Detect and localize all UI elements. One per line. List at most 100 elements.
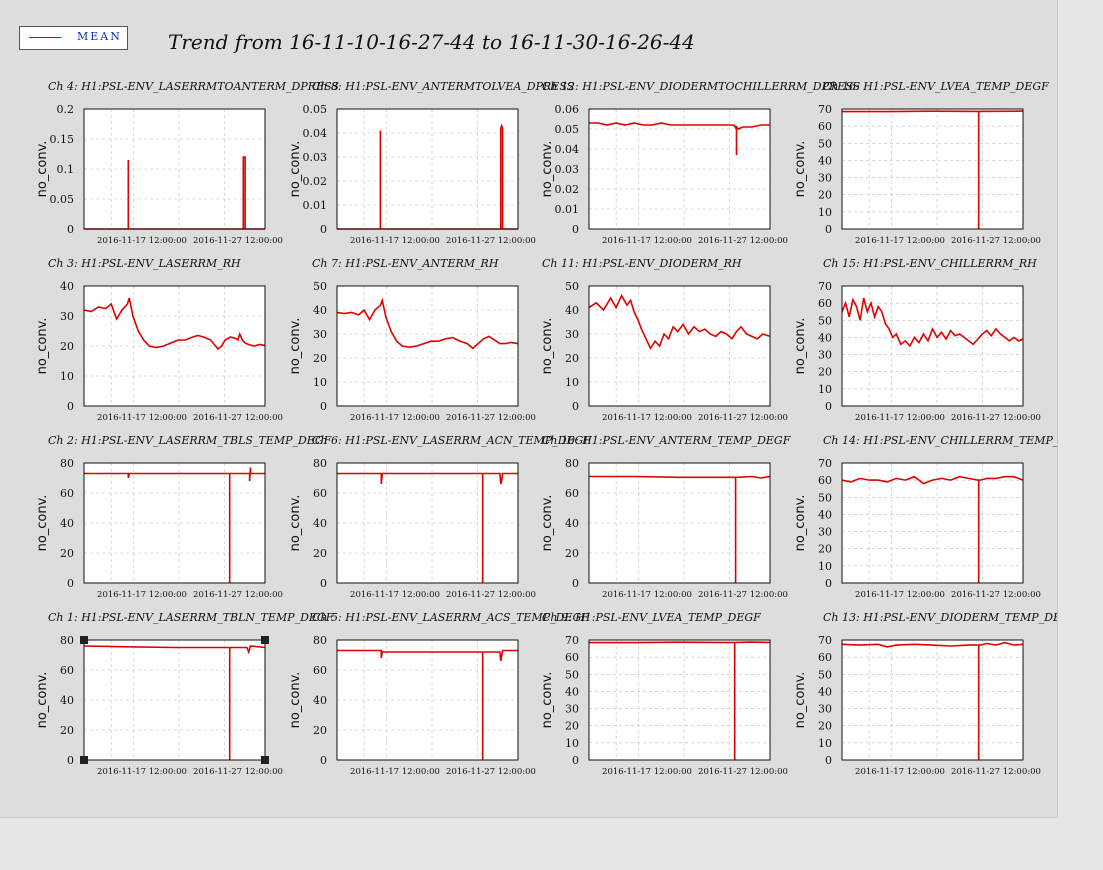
chart-panel: Ch 9: H1:PSL-ENV_LVEA_TEMP_DEGF 0 10 20 30 40… <box>540 611 788 777</box>
y-tick-label: 20 <box>818 189 832 202</box>
x-tick-label: 2016-11-27 12:00:00 <box>193 413 283 423</box>
y-tick-label: 80 <box>60 634 74 647</box>
y-tick-label: 40 <box>313 517 327 530</box>
y-tick-label: 20 <box>313 547 327 560</box>
y-tick-label: 0 <box>67 754 74 767</box>
y-tick-label: 20 <box>60 547 74 560</box>
series-line <box>589 475 771 583</box>
x-tick-label: 2016-11-27 12:00:00 <box>193 236 283 246</box>
y-tick-label: 0 <box>67 400 74 413</box>
plot-border <box>841 285 1024 407</box>
y-tick-label: 40 <box>60 517 74 530</box>
plot-border <box>841 639 1024 761</box>
y-tick-label: 20 <box>60 724 74 737</box>
selection-handle[interactable] <box>80 756 88 764</box>
x-tick-label: 2016-11-17 12:00:00 <box>350 767 440 777</box>
y-tick-label: 30 <box>818 703 832 716</box>
chart-title: Ch 10: H1:PSL-ENV_ANTERM_TEMP_DEGF <box>542 434 791 447</box>
y-tick-label: 20 <box>313 724 327 737</box>
x-tick-label: 2016-11-17 12:00:00 <box>97 413 187 423</box>
y-tick-label: 0 <box>67 577 74 590</box>
chart-title: Ch 1: H1:PSL-ENV_LASERRM_TBLN_TEMP_DEGF <box>48 611 334 624</box>
y-axis-label: no_conv. <box>540 318 555 375</box>
y-axis-label: no_conv. <box>35 141 50 198</box>
y-tick-label: 0 <box>825 223 832 236</box>
charts-grid: Ch 4: H1:PSL-ENV_LASERRMTOANTERM_DPRESS 0… <box>35 80 1057 777</box>
y-tick-label: 80 <box>60 457 74 470</box>
plot-area <box>842 109 1023 229</box>
y-tick-label: 20 <box>313 352 327 365</box>
chart-panel: Ch 12: H1:PSL-ENV_DIODERMTOCHILLERRM_DPR… <box>540 80 861 246</box>
y-tick-label: 0.05 <box>555 123 580 136</box>
plot-area <box>842 463 1023 583</box>
y-tick-label: 40 <box>313 304 327 317</box>
y-tick-label: 80 <box>313 457 327 470</box>
y-tick-label: 0.03 <box>555 163 580 176</box>
y-axis-label: no_conv. <box>288 141 303 198</box>
y-tick-label: 10 <box>60 370 74 383</box>
y-tick-label: 20 <box>60 340 74 353</box>
plot-border <box>83 639 266 761</box>
y-tick-label: 20 <box>818 543 832 556</box>
series-line <box>842 110 1024 229</box>
plot-border <box>588 462 771 584</box>
chart-title: Ch 8: H1:PSL-ENV_ANTERMTOLVEA_DPRESS <box>312 80 575 93</box>
y-tick-label: 0.02 <box>303 175 328 188</box>
x-tick-label: 2016-11-27 12:00:00 <box>951 590 1041 600</box>
y-axis-label: no_conv. <box>793 495 808 552</box>
y-axis-label: no_conv. <box>288 672 303 729</box>
chart-panel: Ch 4: H1:PSL-ENV_LASERRMTOANTERM_DPRESS 0… <box>35 80 339 246</box>
selection-handle[interactable] <box>80 636 88 644</box>
series-line <box>841 641 1024 760</box>
y-tick-label: 50 <box>818 137 832 150</box>
y-tick-label: 20 <box>565 352 579 365</box>
y-tick-label: 60 <box>60 487 74 500</box>
x-tick-label: 2016-11-17 12:00:00 <box>97 236 187 246</box>
x-tick-label: 2016-11-17 12:00:00 <box>97 767 187 777</box>
y-tick-label: 30 <box>818 172 832 185</box>
chart-panel: Ch 15: H1:PSL-ENV_CHILLERRM_RH 0 10 20 30 40 5… <box>793 257 1041 423</box>
selection-handle[interactable] <box>261 636 269 644</box>
x-tick-label: 2016-11-27 12:00:00 <box>446 236 536 246</box>
window-edge <box>1058 0 1103 870</box>
chart-title: Ch 14: H1:PSL-ENV_CHILLERRM_TEMP_DEGF <box>823 434 1057 447</box>
y-tick-label: 10 <box>818 560 832 573</box>
y-tick-label: 20 <box>818 366 832 379</box>
selection-handle[interactable] <box>261 756 269 764</box>
x-tick-label: 2016-11-27 12:00:00 <box>446 767 536 777</box>
y-tick-label: 80 <box>565 457 579 470</box>
plot-border <box>588 108 771 230</box>
x-tick-label: 2016-11-17 12:00:00 <box>855 236 945 246</box>
x-tick-label: 2016-11-27 12:00:00 <box>193 590 283 600</box>
y-tick-label: 0.01 <box>555 203 580 216</box>
y-tick-label: 50 <box>313 280 327 293</box>
chart-title: Ch 11: H1:PSL-ENV_DIODERM_RH <box>542 257 742 270</box>
plot-area <box>589 286 770 406</box>
y-tick-label: 0 <box>320 577 327 590</box>
chart-panel: Ch 11: H1:PSL-ENV_DIODERM_RH 0 10 20 30 40 50 2… <box>540 257 788 423</box>
series-line <box>337 123 518 230</box>
chart-title: Ch 15: H1:PSL-ENV_CHILLERRM_RH <box>823 257 1037 270</box>
y-tick-label: 40 <box>60 694 74 707</box>
y-tick-label: 40 <box>818 508 832 521</box>
chart-title: Ch 7: H1:PSL-ENV_ANTERM_RH <box>312 257 499 270</box>
y-tick-label: 40 <box>60 280 74 293</box>
y-tick-label: 40 <box>313 694 327 707</box>
y-tick-label: 20 <box>565 720 579 733</box>
y-tick-label: 80 <box>313 634 327 647</box>
y-tick-label: 70 <box>818 634 832 647</box>
y-tick-label: 0.06 <box>555 103 580 116</box>
y-tick-label: 60 <box>313 664 327 677</box>
plot-area <box>842 640 1023 760</box>
y-tick-label: 20 <box>565 547 579 560</box>
y-tick-label: 0.2 <box>57 103 75 116</box>
legend: MEAN <box>19 26 128 50</box>
y-tick-label: 30 <box>818 349 832 362</box>
series-line <box>337 472 518 583</box>
y-tick-label: 30 <box>60 310 74 323</box>
series-line <box>588 293 771 351</box>
y-tick-label: 0 <box>572 577 579 590</box>
x-tick-label: 2016-11-17 12:00:00 <box>855 590 945 600</box>
y-tick-label: 10 <box>818 383 832 396</box>
y-tick-label: 0.05 <box>303 103 328 116</box>
